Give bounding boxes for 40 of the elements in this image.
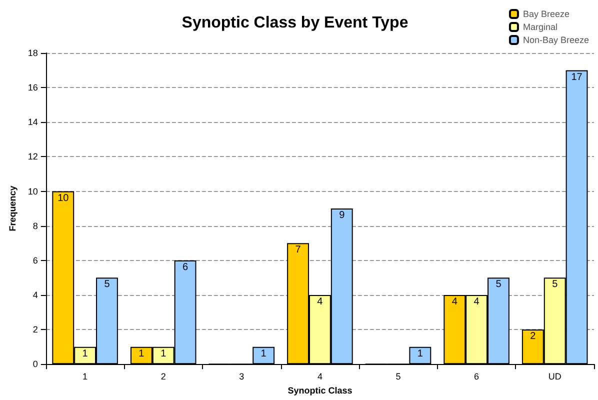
data-label: 1 xyxy=(417,348,424,360)
data-label: 17 xyxy=(571,72,583,83)
data-label: 4 xyxy=(452,296,458,308)
y-tick-label: 2 xyxy=(32,324,38,335)
data-label: 1 xyxy=(260,348,267,360)
x-tick-label: 3 xyxy=(239,372,244,382)
data-label: 5 xyxy=(552,279,558,290)
x-tick-label: 4 xyxy=(317,372,322,382)
chart-title: Synoptic Class by Event Type xyxy=(182,14,408,32)
x-tick-label: 2 xyxy=(160,372,166,382)
data-label: 1 xyxy=(82,348,88,360)
y-axis-title: Frequency xyxy=(8,186,18,232)
legend-label: Marginal xyxy=(522,22,558,32)
y-tick-label: 18 xyxy=(28,48,38,58)
y-tick-label: 8 xyxy=(32,220,38,231)
y-tick-label: 4 xyxy=(32,290,38,300)
x-tick-label: UD xyxy=(548,372,562,382)
data-label: 2 xyxy=(530,331,536,342)
data-label: 5 xyxy=(496,279,502,290)
data-label: 4 xyxy=(317,296,324,308)
y-tick-label: 12 xyxy=(28,152,38,162)
data-label: 7 xyxy=(295,244,302,256)
data-label: 9 xyxy=(339,210,346,222)
data-label: 5 xyxy=(104,279,110,290)
x-tick-label: 5 xyxy=(396,372,401,382)
data-label: 1 xyxy=(160,348,167,360)
x-tick-label: 6 xyxy=(474,372,480,382)
y-tick-label: 16 xyxy=(28,82,38,93)
data-label: 4 xyxy=(474,296,480,308)
x-axis-title: Synoptic Class xyxy=(288,386,352,396)
legend-label: Non-Bay Breeze xyxy=(522,35,590,45)
y-tick-label: 14 xyxy=(28,117,38,128)
y-tick-label: 0 xyxy=(32,359,38,370)
data-label: 6 xyxy=(182,262,188,273)
y-tick-label: 10 xyxy=(28,186,38,196)
legend-label: Bay Breeze xyxy=(522,9,570,19)
data-label: 1 xyxy=(138,348,145,360)
y-tick-label: 6 xyxy=(32,255,38,266)
x-tick-label: 1 xyxy=(82,372,88,382)
data-label: 10 xyxy=(58,192,70,204)
